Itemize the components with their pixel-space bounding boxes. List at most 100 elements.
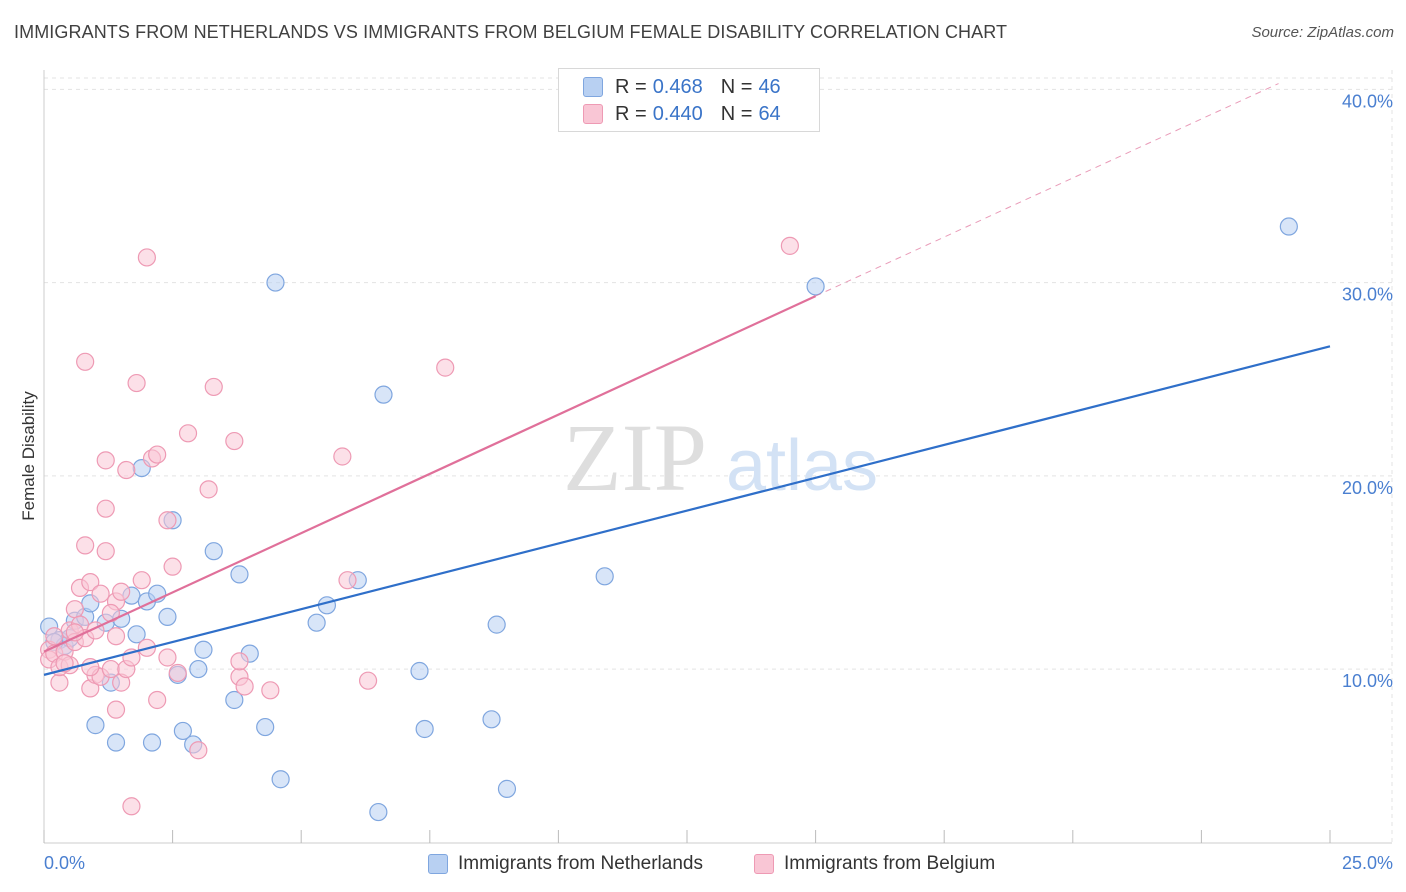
netherlands-legend-label: Immigrants from Netherlands (458, 853, 703, 874)
y-axis-label: Female Disability (19, 391, 38, 521)
belgium-point (122, 797, 141, 816)
netherlands-point (127, 625, 146, 644)
belgium-point (225, 431, 244, 451)
netherlands-point (225, 690, 244, 710)
legend-n-label: N = (720, 75, 753, 98)
belgium-point (230, 652, 249, 671)
netherlands-point (158, 607, 177, 626)
belgium-point (261, 681, 280, 700)
belgium-point (127, 373, 146, 393)
tick-labels: 10.0% 20.0% 30.0% 40.0% 0.0% 25.0% (44, 91, 1393, 873)
belgium-legend-swatch (754, 854, 774, 874)
y-tick-label: 20.0% (1342, 478, 1393, 498)
belgium-point (235, 677, 254, 696)
netherlands-legend-swatch (428, 854, 448, 874)
belgium-legend-label: Immigrants from Belgium (784, 853, 996, 874)
belgium-point (65, 600, 84, 619)
netherlands-point (595, 567, 614, 586)
netherlands-point (173, 721, 192, 741)
x-tick-label-min: 0.0% (44, 853, 85, 873)
netherlands-point (86, 716, 105, 735)
y-tick-label: 30.0% (1342, 285, 1393, 305)
axes (43, 70, 1392, 844)
netherlands-trend-line (43, 345, 1331, 676)
belgium-point (50, 673, 69, 692)
netherlands-point (487, 615, 506, 634)
belgium-point (158, 648, 177, 667)
netherlands-point (194, 640, 213, 659)
y-tick-label: 40.0% (1342, 91, 1393, 111)
netherlands-point (369, 802, 388, 822)
netherlands-point (806, 277, 825, 296)
watermark-zip: ZIP (563, 404, 707, 511)
belgium-point (178, 424, 198, 443)
x-tick-label-max: 25.0% (1342, 853, 1393, 873)
belgium-point (91, 584, 110, 603)
legend-row-belgium: R = 0.440 N = 64 (583, 102, 781, 126)
netherlands-point (307, 613, 326, 632)
legend-row-netherlands: R = 0.468 N = 46 (583, 75, 781, 99)
belgium-point (189, 741, 208, 760)
belgium-point (199, 480, 218, 499)
netherlands-point (106, 733, 126, 752)
belgium-point (132, 571, 151, 590)
netherlands-point (256, 717, 275, 737)
netherlands-point (1279, 217, 1298, 236)
belgium-point (358, 671, 378, 690)
netherlands-point (266, 273, 285, 292)
belgium-n-value: 64 (758, 102, 781, 125)
belgium-r-value: 0.440 (652, 102, 703, 125)
belgium-point (148, 690, 167, 710)
netherlands-point (482, 710, 501, 729)
netherlands-point (271, 770, 290, 789)
netherlands-point (230, 565, 249, 584)
belgium-point (163, 557, 182, 576)
watermark-atlas: atlas (726, 426, 878, 506)
legend-r-label: R = (615, 75, 647, 98)
watermark: ZIP atlas (563, 404, 878, 511)
belgium-swatch (583, 104, 603, 124)
belgium-point (137, 248, 156, 267)
belgium-trend-line (43, 295, 817, 653)
belgium-point (168, 663, 187, 683)
belgium-point (333, 447, 352, 466)
belgium-point (436, 358, 455, 377)
belgium-point (117, 460, 136, 480)
belgium-point (112, 582, 131, 601)
bottom-legend-belgium: Immigrants from Belgium (754, 852, 995, 876)
belgium-point (106, 627, 126, 646)
belgium-point (45, 627, 64, 646)
data-points (40, 217, 1298, 822)
bottom-legend-netherlands: Immigrants from Netherlands (428, 852, 703, 876)
belgium-point (96, 451, 115, 470)
netherlands-point (317, 596, 337, 615)
belgium-point (338, 571, 357, 590)
trend-lines (43, 83, 1331, 676)
belgium-point (204, 377, 223, 397)
netherlands-point (142, 733, 162, 752)
netherlands-n-value: 46 (758, 75, 781, 98)
netherlands-point (374, 385, 393, 404)
legend-r-label: R = (615, 102, 647, 125)
netherlands-point (204, 542, 223, 561)
source-credit: Source: ZipAtlas.com (1251, 24, 1394, 41)
belgium-point (148, 445, 167, 464)
netherlands-point (497, 779, 517, 798)
belgium-point (81, 573, 100, 592)
belgium-point (76, 352, 95, 371)
netherlands-point (410, 661, 429, 681)
legend-n-label: N = (720, 102, 753, 125)
belgium-point (96, 542, 115, 561)
chart-title: IMMIGRANTS FROM NETHERLANDS VS IMMIGRANT… (14, 22, 1008, 42)
netherlands-point (415, 719, 434, 739)
grid-lines (44, 70, 1393, 843)
netherlands-r-value: 0.468 (652, 75, 703, 98)
netherlands-swatch (583, 77, 603, 97)
netherlands-point (189, 659, 208, 679)
belgium-point (106, 700, 126, 719)
y-tick-label: 10.0% (1342, 671, 1393, 691)
belgium-point (158, 511, 177, 530)
belgium-trend-extension (815, 83, 1279, 297)
stats-legend: R = 0.468 N = 46 R = 0.440 N = 64 (558, 68, 820, 132)
